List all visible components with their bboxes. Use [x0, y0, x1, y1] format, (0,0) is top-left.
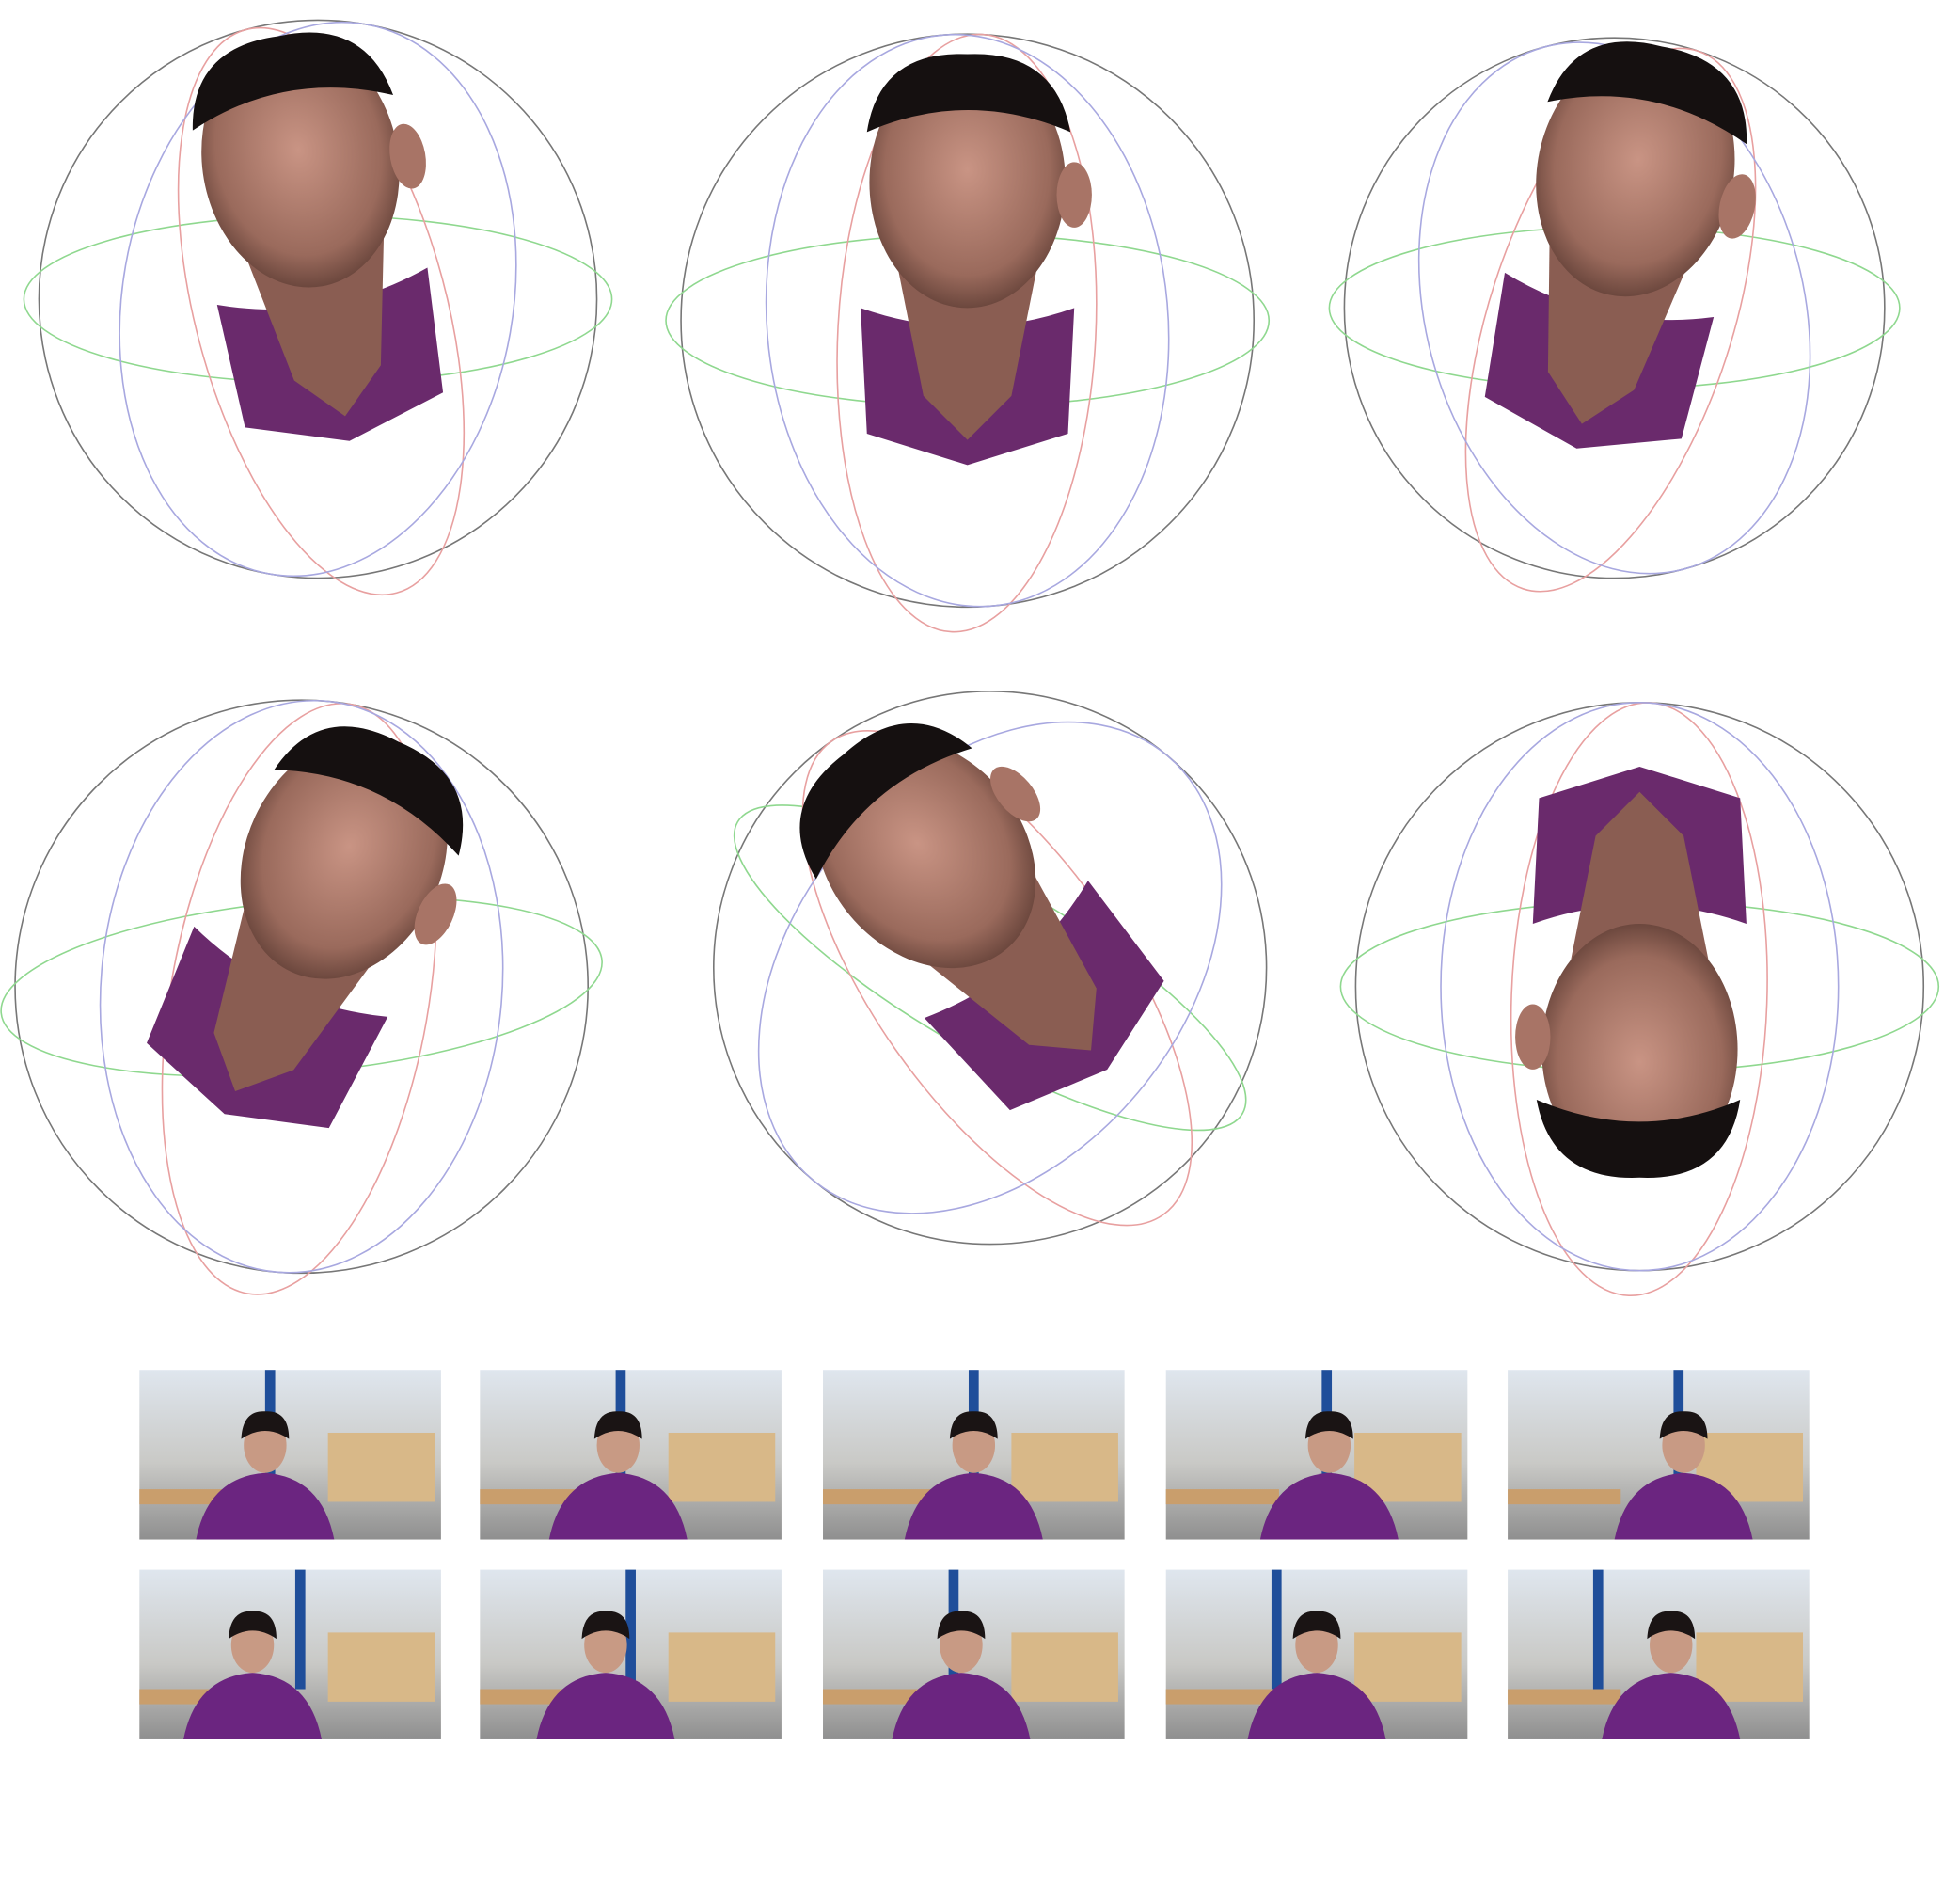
meridian-ring: [1417, 41, 1811, 575]
sphere-outline: [14, 699, 590, 1275]
video-frame: [480, 1569, 782, 1739]
desk: [823, 1489, 937, 1505]
neck: [898, 270, 1037, 440]
hair: [593, 1411, 642, 1439]
head-point-cloud: [799, 722, 1164, 1111]
video-frame: [1508, 1569, 1810, 1739]
hair: [581, 1611, 630, 1640]
ear: [1056, 162, 1092, 228]
hair: [1292, 1611, 1341, 1640]
head-point-cloud: [861, 54, 1092, 466]
video-frame: [823, 1370, 1125, 1540]
sphere-panel: [665, 33, 1271, 633]
sphere-panel: [23, 19, 613, 596]
sphere-outline: [1343, 37, 1886, 579]
blue-pillar: [1592, 1569, 1604, 1690]
video-frame: [480, 1370, 782, 1540]
hair: [1659, 1411, 1708, 1439]
desk: [1508, 1489, 1621, 1505]
sphere-panel: [712, 691, 1268, 1246]
hair: [1536, 1099, 1741, 1178]
blue-pillar: [1271, 1569, 1282, 1690]
hair: [949, 1411, 998, 1439]
hair: [937, 1611, 986, 1640]
head-point-cloud: [192, 32, 444, 441]
meridian-ring: [765, 33, 1170, 608]
ear: [990, 766, 1041, 822]
meridian-ring: [836, 33, 1098, 633]
neck: [1570, 791, 1709, 962]
hair: [192, 32, 394, 131]
cabinet: [668, 1432, 776, 1502]
shirt: [1247, 1673, 1386, 1739]
neck: [928, 876, 1097, 1051]
meridian-ring: [1464, 47, 1757, 593]
video-frame: [139, 1569, 441, 1739]
shirt: [1259, 1472, 1399, 1540]
shirt: [183, 1673, 322, 1739]
shirt: [536, 1673, 675, 1739]
blue-pillar: [625, 1569, 636, 1690]
meridian-ring: [99, 699, 504, 1274]
video-frame: [823, 1569, 1125, 1739]
ear: [1718, 174, 1756, 239]
ear: [389, 123, 426, 189]
shirt: [1614, 1472, 1753, 1540]
desk: [1165, 1489, 1279, 1505]
video-frame: [139, 1370, 441, 1540]
hair: [241, 1411, 290, 1439]
blue-pillar: [294, 1569, 306, 1690]
face: [869, 56, 1066, 309]
video-frame: [1165, 1569, 1468, 1739]
shirt: [1602, 1673, 1741, 1739]
sphere-outline: [712, 691, 1268, 1246]
head-point-cloud: [1484, 41, 1756, 449]
sphere-panel: [0, 699, 603, 1295]
head-point-cloud: [1515, 766, 1747, 1178]
cabinet: [1011, 1432, 1118, 1502]
cabinet: [327, 1432, 435, 1502]
hair: [866, 54, 1071, 133]
video-frame: [1165, 1370, 1468, 1540]
shirt: [548, 1472, 688, 1540]
ear: [414, 883, 457, 945]
ear: [1515, 1004, 1551, 1070]
hair: [1547, 41, 1747, 145]
sphere-panel: [1339, 702, 1940, 1297]
sphere-panel: [1328, 37, 1901, 593]
desk: [1165, 1689, 1279, 1705]
hair: [799, 722, 972, 880]
video-frame: [1508, 1370, 1810, 1540]
cabinet: [327, 1632, 435, 1702]
cabinet: [1011, 1632, 1118, 1702]
hair: [1304, 1411, 1353, 1439]
sphere-outline: [38, 19, 598, 579]
sphere-outline: [680, 33, 1256, 609]
hair: [274, 726, 464, 856]
shirt: [904, 1472, 1043, 1540]
hair: [229, 1611, 277, 1640]
desk: [1508, 1689, 1621, 1705]
meridian-ring: [1440, 702, 1840, 1272]
shirt: [892, 1673, 1031, 1739]
hair: [1647, 1611, 1696, 1640]
shirt: [196, 1472, 335, 1540]
cabinet: [668, 1632, 776, 1702]
cabinet: [1354, 1632, 1462, 1702]
meridian-ring: [119, 21, 517, 578]
head-point-cloud: [147, 726, 464, 1129]
meridian-ring: [177, 26, 466, 596]
face: [1541, 923, 1738, 1176]
meridian-ring: [161, 703, 437, 1295]
